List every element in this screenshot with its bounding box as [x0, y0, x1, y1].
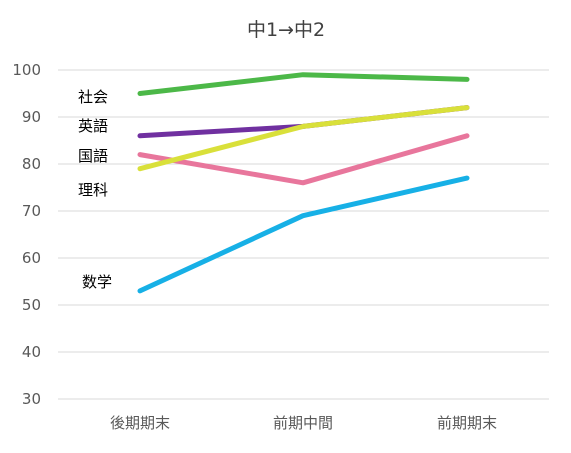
x-axis-tick-labels: 後期期末 前期中間 前期期末: [110, 414, 497, 432]
y-tick-label: 30: [22, 390, 41, 408]
chart-title: 中1→中2: [247, 19, 325, 41]
x-tick-label: 前期期末: [437, 414, 497, 432]
y-tick-label: 100: [12, 61, 41, 79]
y-tick-label: 40: [22, 343, 41, 361]
series-line: [137, 72, 470, 96]
series-label: 数学: [82, 273, 112, 291]
y-tick-label: 60: [22, 249, 41, 267]
y-tick-label: 50: [22, 296, 41, 314]
y-tick-label: 80: [22, 155, 41, 173]
series-line: [137, 175, 470, 294]
series-label: 社会: [78, 88, 108, 106]
x-tick-label: 前期中間: [273, 414, 333, 432]
series-label: 英語: [78, 117, 108, 135]
y-axis-tick-labels: 30 40 50 60 70 80 90 100: [12, 61, 41, 408]
y-tick-label: 70: [22, 202, 41, 220]
y-tick-label: 90: [22, 108, 41, 126]
series-line: [137, 105, 470, 172]
series-label: 国語: [78, 147, 108, 165]
series-label: 理科: [78, 181, 108, 199]
series-line: [137, 133, 470, 186]
gridlines: [58, 69, 549, 400]
x-tick-label: 後期期末: [110, 414, 170, 432]
series-lines: [137, 72, 470, 294]
